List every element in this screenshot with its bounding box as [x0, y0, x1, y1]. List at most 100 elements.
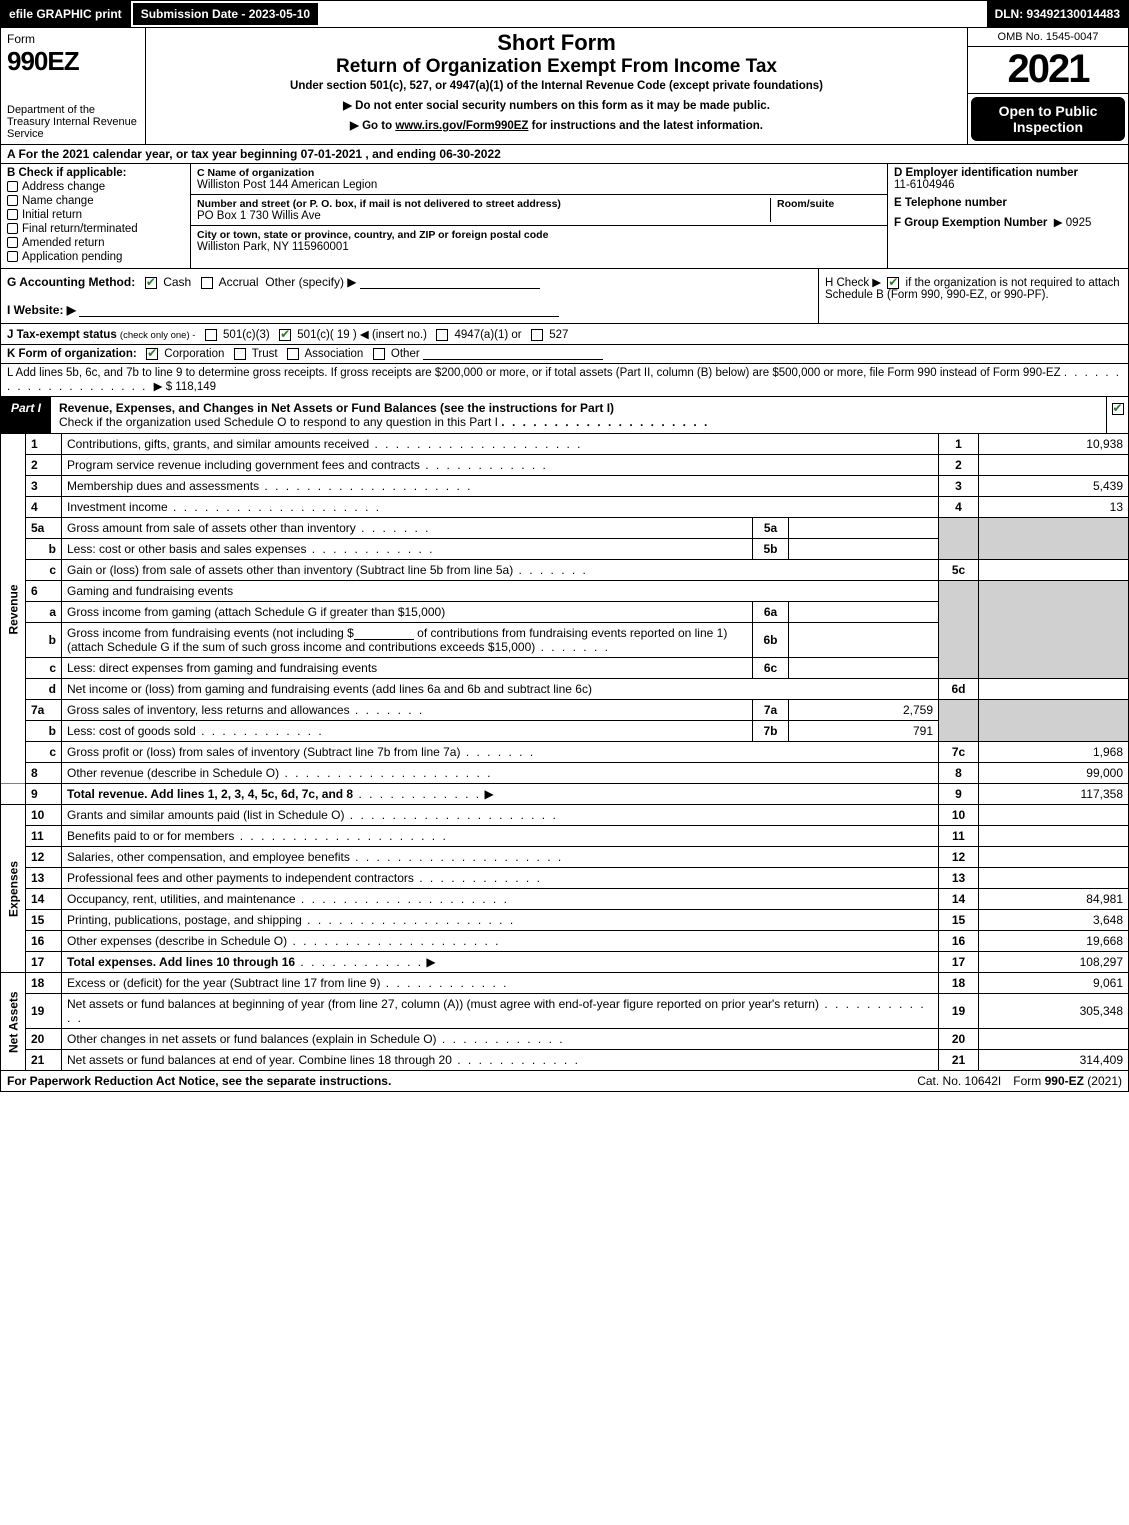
form-title: Return of Organization Exempt From Incom…	[150, 56, 963, 78]
irs-link[interactable]: www.irs.gov/Form990EZ	[395, 120, 528, 132]
city-label: City or town, state or province, country…	[197, 229, 881, 241]
line-5c: c Gain or (loss) from sale of assets oth…	[1, 560, 1129, 581]
line-7c: c Gross profit or (loss) from sales of i…	[1, 742, 1129, 763]
line-4: 4 Investment income 4 13	[1, 497, 1129, 518]
paperwork-notice: For Paperwork Reduction Act Notice, see …	[1, 1071, 911, 1091]
group-exemption-label: F Group Exemption Number	[894, 217, 1047, 229]
instruction-2: ▶ Go to www.irs.gov/Form990EZ for instru…	[150, 118, 963, 132]
chk-association[interactable]	[287, 348, 299, 360]
line-1: Revenue 1 Contributions, gifts, grants, …	[1, 434, 1129, 455]
chk-accrual[interactable]	[201, 277, 213, 289]
row-ghi: G Accounting Method: Cash Accrual Other …	[0, 269, 1129, 324]
chk-4947[interactable]	[436, 329, 448, 341]
row-i: I Website: ▶	[7, 303, 812, 317]
chk-527[interactable]	[531, 329, 543, 341]
line-20: 20 Other changes in net assets or fund b…	[1, 1029, 1129, 1050]
row-l: L Add lines 5b, 6c, and 7b to line 9 to …	[0, 364, 1129, 397]
col-gi: G Accounting Method: Cash Accrual Other …	[1, 269, 818, 323]
form-subtitle: Under section 501(c), 527, or 4947(a)(1)…	[150, 80, 963, 92]
row-h: H Check ▶ if the organization is not req…	[818, 269, 1128, 323]
top-bar: efile GRAPHIC print Submission Date - 20…	[0, 0, 1129, 28]
chk-final-return[interactable]: Final return/terminated	[7, 223, 184, 235]
page-footer: For Paperwork Reduction Act Notice, see …	[0, 1071, 1129, 1092]
website-line[interactable]	[79, 305, 559, 317]
room-label: Room/suite	[777, 198, 881, 210]
chk-amended-return[interactable]: Amended return	[7, 237, 184, 249]
rowA-end: 06-30-2022	[439, 147, 500, 161]
line-5a: 5a Gross amount from sale of assets othe…	[1, 518, 1129, 539]
i-label: I Website: ▶	[7, 303, 76, 317]
form-number: 990EZ	[7, 46, 79, 76]
form-word: Form	[7, 32, 35, 46]
org-street-row: Number and street (or P. O. box, if mail…	[191, 195, 887, 226]
col-def: D Employer identification number 11-6104…	[888, 164, 1128, 268]
ein-label: D Employer identification number	[894, 167, 1078, 179]
chk-name-change[interactable]: Name change	[7, 195, 184, 207]
j-small: (check only one) -	[120, 330, 196, 341]
chk-address-change[interactable]: Address change	[7, 181, 184, 193]
line-15: 15 Printing, publications, postage, and …	[1, 910, 1129, 931]
chk-trust[interactable]	[234, 348, 246, 360]
chk-other-org[interactable]	[373, 348, 385, 360]
chk-501c[interactable]	[279, 329, 291, 341]
chk-corporation[interactable]	[146, 348, 158, 360]
org-name: Williston Post 144 American Legion	[197, 179, 881, 191]
dln: DLN: 93492130014483	[987, 1, 1128, 27]
rowA-mid: , and ending	[362, 147, 439, 161]
part-1-header: Part I Revenue, Expenses, and Changes in…	[0, 397, 1129, 434]
street: PO Box 1 730 Willis Ave	[197, 210, 764, 222]
org-name-label: C Name of organization	[197, 167, 881, 179]
col-b: B Check if applicable: Address change Na…	[1, 164, 191, 268]
part-1-title: Revenue, Expenses, and Changes in Net As…	[51, 397, 1106, 433]
form-header: Form 990EZ Department of the Treasury In…	[0, 28, 1129, 145]
k-other-line[interactable]	[423, 348, 603, 360]
g-other-line[interactable]	[360, 277, 540, 289]
line-16: 16 Other expenses (describe in Schedule …	[1, 931, 1129, 952]
short-form-title: Short Form	[150, 30, 963, 56]
rowA-pre: A For the 2021 calendar year, or tax yea…	[7, 147, 301, 161]
row-a-tax-year: A For the 2021 calendar year, or tax yea…	[0, 145, 1129, 164]
chk-application-pending[interactable]: Application pending	[7, 251, 184, 263]
chk-501c3[interactable]	[205, 329, 217, 341]
form-ref: Form 990-EZ (2021)	[1007, 1071, 1128, 1091]
tax-year: 2021	[968, 47, 1128, 94]
rowA-begin: 07-01-2021	[301, 147, 362, 161]
h-pre: H Check ▶	[825, 277, 884, 289]
part-1-sub: Check if the organization used Schedule …	[59, 415, 498, 429]
sidelabel-netassets: Net Assets	[1, 973, 26, 1071]
line-2: 2 Program service revenue including gove…	[1, 455, 1129, 476]
lines-table: Revenue 1 Contributions, gifts, grants, …	[0, 434, 1129, 1071]
l-text: L Add lines 5b, 6c, and 7b to line 9 to …	[7, 367, 1061, 379]
street-label: Number and street (or P. O. box, if mail…	[197, 198, 764, 210]
part-1-check[interactable]	[1106, 397, 1128, 433]
catalog-number: Cat. No. 10642I	[911, 1071, 1007, 1091]
line-19: 19 Net assets or fund balances at beginn…	[1, 994, 1129, 1029]
org-city-row: City or town, state or province, country…	[191, 226, 887, 256]
chk-schedule-b[interactable]	[887, 277, 899, 289]
sidelabel-revenue: Revenue	[1, 434, 26, 784]
group-exemption-value: ▶ 0925	[1054, 217, 1092, 229]
header-left: Form 990EZ Department of the Treasury In…	[1, 28, 146, 144]
row-j: J Tax-exempt status (check only one) - 5…	[0, 324, 1129, 345]
line-18: Net Assets 18 Excess or (deficit) for th…	[1, 973, 1129, 994]
col-c: C Name of organization Williston Post 14…	[191, 164, 888, 268]
line-10: Expenses 10 Grants and similar amounts p…	[1, 805, 1129, 826]
section-bcdef: B Check if applicable: Address change Na…	[0, 164, 1129, 269]
department: Department of the Treasury Internal Reve…	[7, 104, 139, 140]
omb-number: OMB No. 1545-0047	[968, 28, 1128, 47]
col-b-header: B Check if applicable:	[7, 167, 184, 179]
chk-cash[interactable]	[145, 277, 157, 289]
efile-label[interactable]: efile GRAPHIC print	[1, 1, 131, 27]
part-1-label: Part I	[1, 397, 51, 433]
instr2-pre: ▶ Go to	[350, 120, 395, 132]
submission-date: Submission Date - 2023-05-10	[131, 1, 320, 27]
g-label: G Accounting Method:	[7, 275, 135, 289]
j-label: J Tax-exempt status	[7, 329, 117, 341]
line-6d: d Net income or (loss) from gaming and f…	[1, 679, 1129, 700]
line-6: 6 Gaming and fundraising events	[1, 581, 1129, 602]
sidelabel-expenses: Expenses	[1, 805, 26, 973]
line-14: 14 Occupancy, rent, utilities, and maint…	[1, 889, 1129, 910]
ein-value: 11-6104946	[894, 179, 955, 191]
chk-initial-return[interactable]: Initial return	[7, 209, 184, 221]
line-21: 21 Net assets or fund balances at end of…	[1, 1050, 1129, 1071]
